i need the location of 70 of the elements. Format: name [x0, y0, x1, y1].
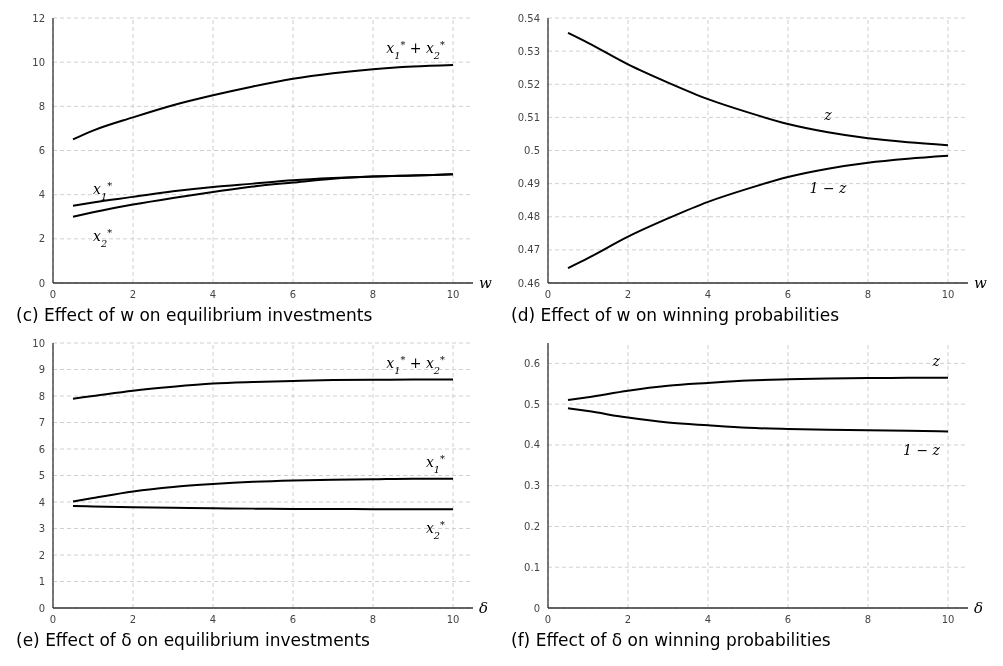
x-tick-label: 6: [289, 614, 297, 625]
x-tick-label: 4: [704, 289, 712, 300]
y-tick-label: 6: [38, 443, 45, 455]
x-tick-label: 8: [864, 614, 872, 625]
y-tick-label: 0.46: [517, 277, 540, 289]
x-tick-label: 2: [129, 289, 137, 300]
series-label: z: [931, 352, 941, 369]
x-tick-label: 0: [49, 614, 57, 625]
y-tick-label: 2: [38, 233, 45, 245]
x-tick-label: 4: [209, 289, 217, 300]
y-tick-label: 0: [38, 277, 45, 289]
x-tick-label: 4: [704, 614, 712, 625]
y-tick-label: 0: [38, 602, 45, 614]
x-tick-label: 6: [784, 614, 792, 625]
x-tick-label: 8: [864, 289, 872, 300]
y-tick-label: 0.5: [524, 145, 540, 156]
x-axis-title: δ: [974, 599, 984, 617]
x-tick-label: 8: [369, 289, 377, 300]
series-label: z: [823, 107, 833, 124]
y-tick-label: 1: [38, 576, 45, 587]
y-tick-label: 0.5: [524, 398, 540, 410]
x-tick-label: 2: [624, 614, 632, 625]
y-tick-label: 0.4: [524, 439, 540, 451]
x-tick-label: 0: [544, 614, 552, 625]
y-tick-label: 0.3: [524, 480, 540, 492]
x-tick-label: 0: [544, 289, 552, 300]
text: (c) Effect of w on equilibrium investments: [16, 305, 373, 325]
y-tick-label: 0.52: [517, 78, 540, 90]
x-tick-label: 10: [941, 614, 955, 625]
text: (f) Effect of δ on winning probabilities: [511, 630, 831, 650]
y-tick-label: 9: [38, 364, 45, 375]
x-tick-label: 10: [446, 614, 460, 625]
y-tick-label: 5: [38, 470, 45, 481]
y-tick-label: 0.51: [517, 111, 540, 123]
x-tick-label: 2: [129, 614, 137, 625]
x-tick-label: 0: [49, 289, 57, 300]
y-tick-label: 4: [38, 189, 45, 201]
y-tick-label: 2: [38, 549, 45, 561]
series-label: 1 − z: [903, 442, 941, 459]
y-tick-label: 12: [32, 12, 45, 24]
text: (d) Effect of w on winning probabilities: [511, 305, 840, 325]
x-tick-label: 8: [369, 614, 377, 625]
y-tick-label: 0.49: [517, 178, 540, 190]
y-tick-label: 0: [533, 602, 540, 614]
y-tick-label: 0.54: [517, 12, 540, 24]
y-tick-label: 8: [38, 390, 45, 402]
y-tick-label: 0.53: [517, 45, 540, 57]
y-tick-label: 0.48: [517, 211, 540, 223]
x-tick-label: 10: [941, 289, 955, 300]
y-tick-label: 0.47: [517, 244, 540, 256]
y-tick-label: 10: [32, 56, 45, 68]
text: (e) Effect of δ on equilibrium investments: [16, 630, 371, 650]
x-tick-label: 4: [209, 614, 217, 625]
x-tick-label: 6: [784, 289, 792, 300]
y-tick-label: 0.2: [524, 520, 540, 532]
y-tick-label: 8: [38, 100, 45, 112]
x-tick-label: 10: [446, 289, 460, 300]
x-axis-title: w: [479, 274, 492, 292]
series-label: 1 − z: [809, 179, 848, 196]
y-tick-label: 0.6: [524, 357, 540, 369]
x-axis-title: w: [974, 274, 987, 292]
x-tick-label: 6: [289, 289, 297, 300]
y-tick-label: 10: [32, 337, 45, 349]
x-axis-title: δ: [479, 599, 489, 617]
y-tick-label: 0.1: [524, 561, 540, 573]
x-tick-label: 2: [624, 289, 632, 300]
y-tick-label: 3: [38, 523, 45, 534]
y-tick-label: 7: [38, 417, 45, 428]
y-tick-label: 4: [38, 496, 45, 508]
y-tick-label: 6: [38, 145, 45, 156]
